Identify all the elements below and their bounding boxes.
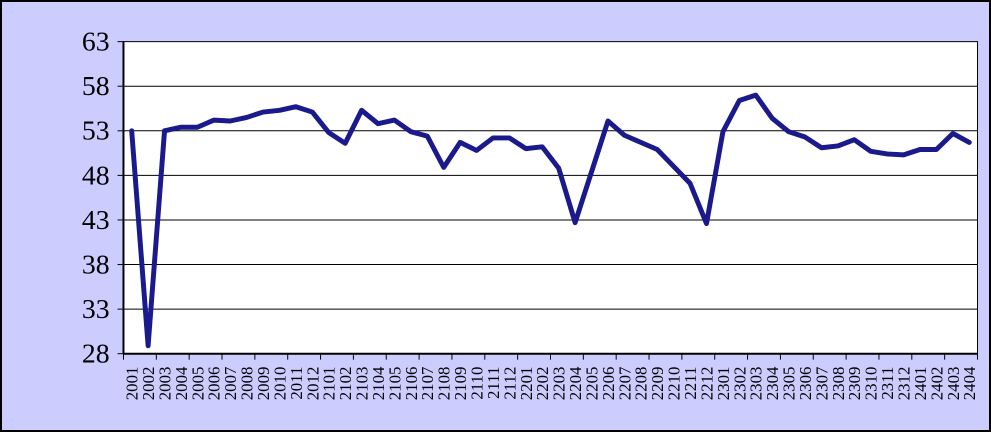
x-axis-tick-label: 2207 [615, 367, 634, 401]
x-axis-tick-label: 2203 [550, 367, 569, 401]
x-axis-tick-label: 2101 [320, 367, 339, 401]
x-axis-tick-label: 2011 [287, 367, 306, 400]
x-axis-tick-label: 2008 [238, 367, 257, 401]
series-line-pmi [129, 92, 972, 349]
y-axis-tick-label: 33 [82, 294, 110, 325]
y-axis-tick-label: 43 [82, 205, 110, 236]
y-axis-tick-label: 58 [82, 71, 110, 102]
plot-area [122, 41, 978, 355]
x-axis-tick-label: 2304 [763, 366, 782, 400]
x-axis-tick-label: 2310 [862, 367, 881, 401]
y-axis-tick-label: 48 [82, 160, 110, 191]
x-axis-tick-label: 2012 [303, 367, 322, 401]
x-axis-tick-label: 2112 [500, 367, 519, 400]
x-axis-tick-label: 2308 [829, 367, 848, 401]
x-axis-tick-label: 2001 [123, 367, 142, 401]
x-axis-tick-label: 2204 [566, 366, 585, 400]
x-axis-tick-label: 2105 [385, 367, 404, 401]
x-axis-tick-label: 2309 [845, 367, 864, 401]
x-axis-tick-label: 2212 [697, 367, 716, 401]
x-axis-tick-label: 2311 [878, 367, 897, 400]
x-axis-tick-label: 2102 [336, 367, 355, 401]
x-axis-tick-label: 2202 [533, 367, 552, 401]
x-axis-tick-label: 2402 [927, 367, 946, 401]
x-axis-tick-label: 2301 [714, 367, 733, 401]
x-axis-tick-label: 2210 [665, 367, 684, 401]
x-axis-tick-label: 2009 [254, 367, 273, 401]
x-axis-tick-label: 2104 [369, 366, 388, 400]
x-axis-tick-label: 2209 [648, 367, 667, 401]
y-axis-tick-label: 53 [82, 116, 110, 147]
x-axis-tick-label: 2103 [353, 367, 372, 401]
x-axis-tick-label: 2302 [730, 367, 749, 401]
x-axis-tick-label: 2109 [451, 367, 470, 401]
x-axis-tick-label: 2005 [188, 367, 207, 401]
x-axis-tick-label: 2211 [681, 367, 700, 400]
x-axis-tick-label: 2201 [517, 367, 536, 401]
x-axis-tick-label: 2002 [139, 367, 158, 401]
x-axis-tick-label: 2305 [780, 367, 799, 401]
x-axis-tick-label: 2110 [468, 367, 487, 400]
x-axis-tick-label: 2307 [812, 367, 831, 401]
x-axis-tick-label: 2401 [911, 367, 930, 401]
y-axis-tick-label: 38 [82, 249, 110, 280]
y-axis-tick-label: 63 [82, 27, 110, 58]
y-axis-tick-label: 28 [82, 339, 110, 370]
x-axis-tick-label: 2312 [895, 367, 914, 401]
x-axis-tick-label: 2006 [205, 367, 224, 401]
x-axis-tick-label: 2403 [944, 367, 963, 401]
x-axis-tick-label: 2206 [599, 367, 618, 401]
x-axis-tick-label: 2007 [221, 367, 240, 401]
x-axis-tick-label: 2106 [402, 367, 421, 401]
x-axis-tick-label: 2208 [632, 367, 651, 401]
x-axis-tick-label: 2107 [418, 367, 437, 401]
x-axis-tick-label: 2404 [960, 366, 979, 400]
x-axis-tick-label: 2303 [747, 367, 766, 401]
x-axis-tick-label: 2108 [435, 367, 454, 401]
x-axis-tick-label: 2004 [172, 366, 191, 400]
x-axis-tick-label: 2205 [582, 367, 601, 401]
x-axis-tick-label: 2306 [796, 367, 815, 401]
x-axis-tick-label: 2003 [155, 367, 174, 401]
x-axis-tick-label: 2111 [484, 367, 503, 399]
x-axis-tick-label: 2010 [270, 367, 289, 401]
